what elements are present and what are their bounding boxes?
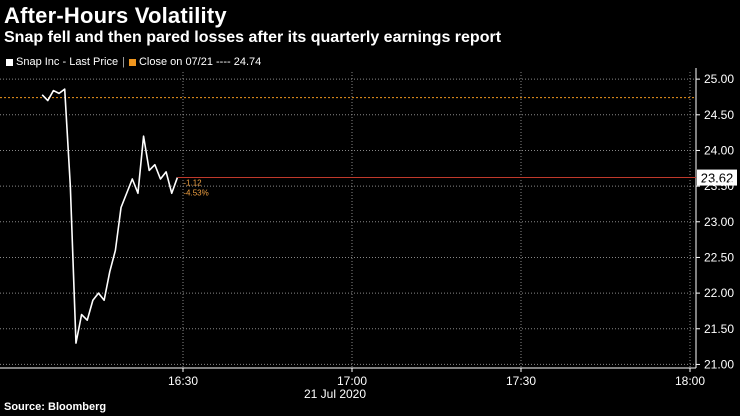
series-group: 23.62 -1.12-4.53% — [41, 88, 737, 344]
legend-swatch-reference — [128, 58, 136, 66]
x-tick-label: 17:30 — [506, 374, 536, 388]
y-tick-label: 24.50 — [704, 108, 734, 122]
legend-separator: | — [122, 56, 125, 68]
pct-change-annotation: -4.53% — [183, 189, 208, 198]
y-tick-label: 25.00 — [704, 72, 734, 86]
chart-title: After-Hours Volatility — [4, 3, 227, 28]
y-tick-label: 23.00 — [704, 215, 734, 229]
legend-swatch-price — [6, 58, 13, 66]
axes — [0, 68, 700, 372]
y-tick-label: 22.50 — [704, 250, 734, 264]
chart-subtitle: Snap fell and then pared losses after it… — [4, 29, 502, 46]
y-tick-label: 23.50 — [704, 179, 734, 193]
x-tick-label: 18:00 — [675, 374, 705, 388]
x-axis-label: 21 Jul 2020 — [304, 387, 366, 401]
last-price-value: 23.62 — [701, 171, 734, 186]
last-price-tag — [697, 169, 737, 186]
legend-label-price: Snap Inc - Last Price — [16, 56, 119, 68]
legend: Snap Inc - Last Price | Close on 07/21 -… — [6, 56, 261, 68]
x-tick-label: 16:30 — [168, 374, 198, 388]
legend-item-price: Snap Inc - Last Price — [6, 56, 118, 68]
source-note: Source: Bloomberg — [4, 401, 107, 413]
y-tick-label: 21.50 — [704, 322, 734, 336]
legend-item-reference: Close on 07/21 ---- 24.74 — [128, 56, 262, 68]
legend-label-reference: Close on 07/21 ---- 24.74 — [138, 56, 262, 68]
y-tick-label: 24.00 — [704, 143, 734, 157]
change-annotation: -1.12 — [183, 179, 202, 188]
price-line — [41, 88, 179, 344]
y-tick-label: 22.00 — [704, 286, 734, 300]
y-tick-label: 21.00 — [704, 357, 734, 371]
tick-labels: 25.00 24.50 24.00 23.50 23.00 22.50 22.00 21.50… — [168, 72, 734, 388]
x-tick-label: 17:00 — [337, 374, 367, 388]
grid — [0, 72, 696, 368]
